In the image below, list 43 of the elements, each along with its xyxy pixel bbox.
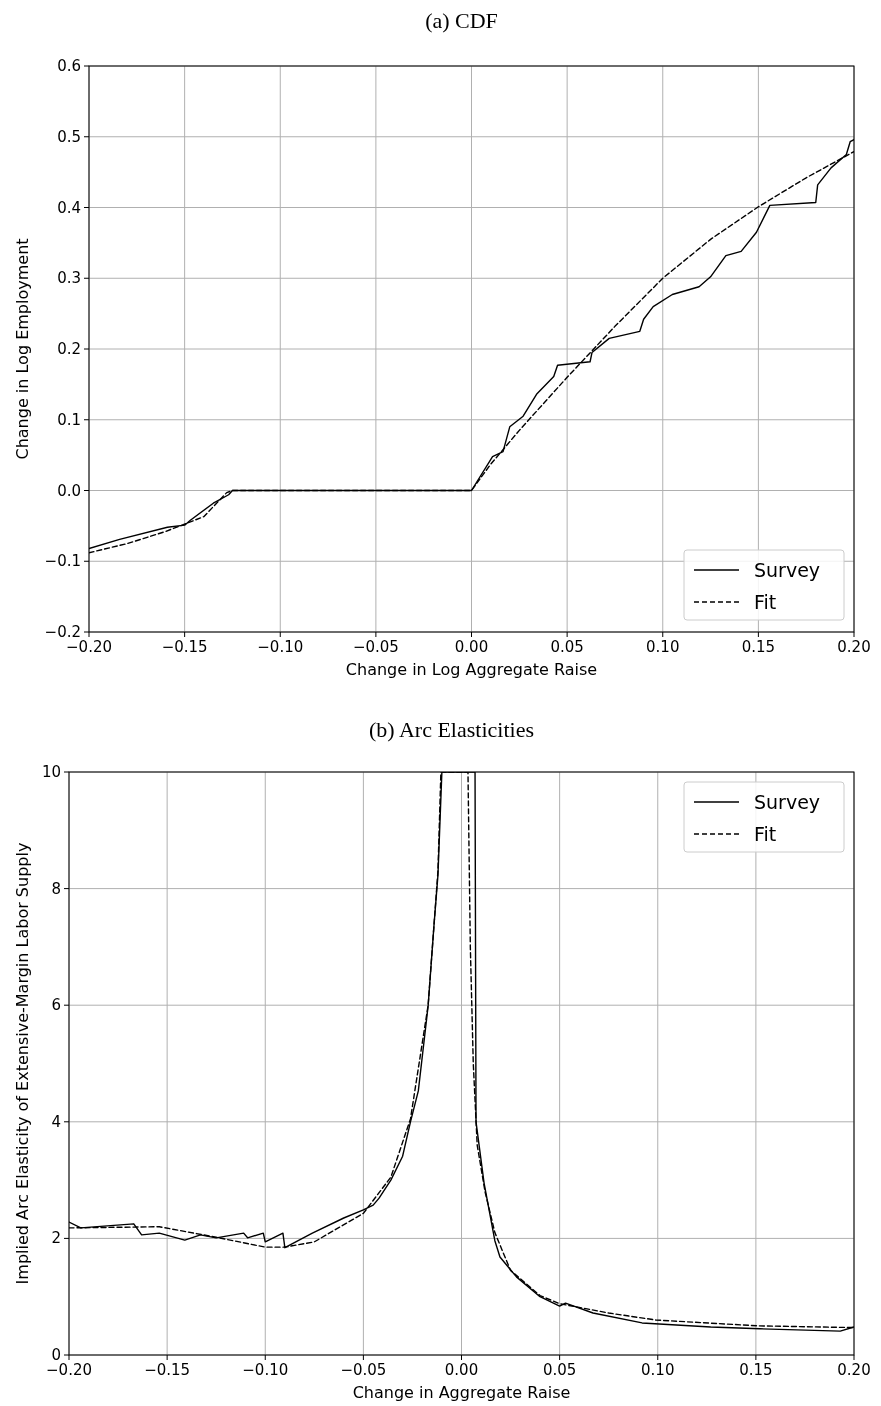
y-tick-label: 0.1 [57, 410, 81, 429]
legend-label: Fit [754, 823, 777, 845]
x-tick-label: 0.20 [837, 638, 871, 656]
x-tick-label: 0.15 [739, 1361, 773, 1379]
y-tick-label: 10 [41, 763, 61, 781]
y-tick-label: −0.2 [44, 623, 81, 641]
x-tick-label: 0.00 [454, 638, 489, 656]
x-tick-label: 0.00 [444, 1361, 479, 1379]
y-tick-label: 0.3 [57, 269, 81, 288]
x-tick-label: 0.05 [542, 1361, 577, 1379]
x-axis-title: Change in Log Aggregate Raise [345, 660, 598, 679]
y-tick-label: 0.0 [57, 481, 81, 500]
y-tick-label: 0.6 [57, 57, 81, 75]
x-tick-label: 0.05 [550, 638, 584, 656]
legend-label: Fit [754, 591, 777, 613]
x-tick-label: 0.10 [646, 638, 680, 656]
y-tick-label: 4 [51, 1112, 61, 1131]
x-tick-label: −0.15 [144, 1361, 191, 1379]
chart-title: (a) CDF [425, 8, 498, 33]
x-tick-label: −0.05 [340, 1361, 387, 1379]
x-tick-label: −0.05 [352, 638, 399, 656]
y-tick-label: 0.2 [57, 340, 81, 358]
x-tick-label: −0.10 [257, 638, 304, 656]
y-axis-title: Change in Log Employment [13, 238, 32, 460]
x-tick-label: −0.20 [66, 638, 112, 656]
y-tick-label: 0.5 [57, 127, 81, 146]
y-tick-label: 8 [51, 879, 61, 898]
y-tick-label: 6 [51, 996, 61, 1015]
x-tick-label: 0.20 [837, 1361, 871, 1379]
chart-title: (b) Arc Elasticities [369, 717, 534, 742]
x-tick-label: −0.20 [46, 1361, 92, 1379]
y-tick-label: 2 [51, 1229, 61, 1248]
x-tick-label: 0.15 [741, 638, 776, 656]
legend-label: Survey [754, 791, 821, 813]
y-axis-title: Implied Arc Elasticity of Extensive-Margin Labor Supply [13, 842, 32, 1285]
x-axis-title: Change in Aggregate Raise [352, 1383, 571, 1402]
x-tick-label: 0.10 [641, 1361, 675, 1379]
x-tick-label: −0.15 [161, 638, 208, 656]
y-tick-label: 0 [51, 1346, 61, 1364]
x-tick-label: −0.10 [242, 1361, 289, 1379]
legend-label: Survey [754, 559, 821, 581]
y-tick-label: −0.1 [44, 552, 81, 571]
y-tick-label: 0.4 [57, 198, 81, 217]
